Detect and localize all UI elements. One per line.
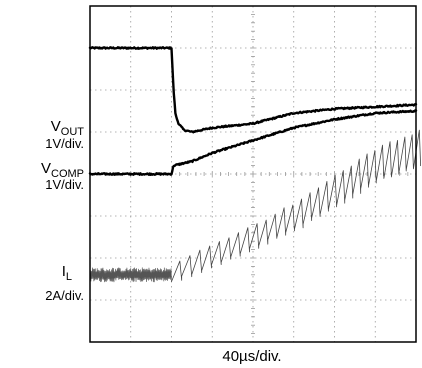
il-scale-label: 2A/div.	[45, 288, 84, 303]
x-axis-label: 40µs/div.	[222, 348, 281, 365]
il-baseline-trace	[89, 267, 172, 283]
vcomp-label-sub: COMP	[51, 168, 84, 180]
il-label: IL	[62, 263, 72, 283]
vout-label-sub: OUT	[61, 126, 85, 138]
vcomp-label-main: V	[41, 160, 51, 177]
scope-traces	[88, 46, 422, 283]
il-label-main: I	[62, 263, 66, 280]
plot-frame	[89, 5, 417, 343]
vout-label: VOUT	[51, 118, 85, 138]
vcomp-scale-label: 1V/div.	[45, 177, 84, 192]
il-label-sub: L	[66, 271, 72, 283]
vout-trace	[88, 46, 418, 134]
vcomp-label: VCOMP	[41, 160, 84, 180]
vout-scale-label: 1V/div.	[45, 136, 84, 151]
vout-label-main: V	[51, 118, 61, 135]
il-ripple-trace	[171, 129, 422, 283]
vcomp-trace	[88, 109, 418, 176]
